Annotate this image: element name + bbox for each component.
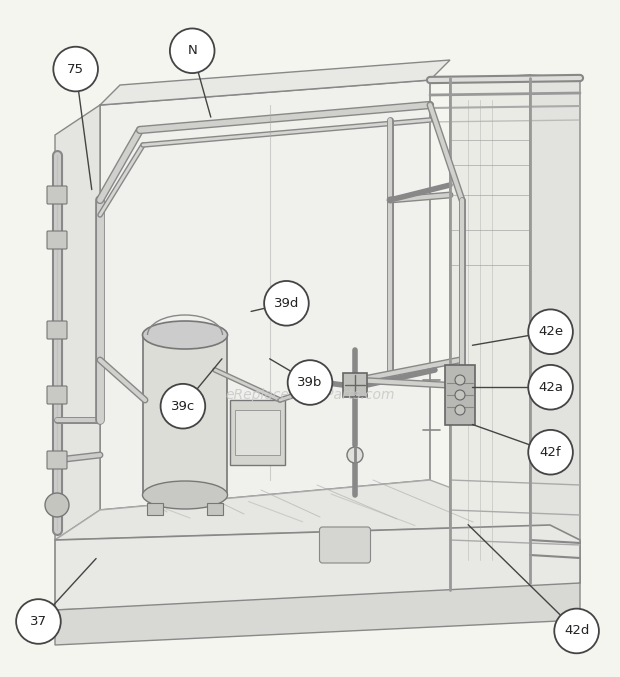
FancyBboxPatch shape: [47, 186, 67, 204]
FancyBboxPatch shape: [235, 410, 280, 455]
Text: 39d: 39d: [274, 297, 299, 310]
FancyBboxPatch shape: [319, 527, 371, 563]
Circle shape: [455, 375, 465, 385]
Circle shape: [161, 384, 205, 429]
Polygon shape: [55, 105, 100, 540]
Circle shape: [528, 365, 573, 410]
Text: 42d: 42d: [564, 624, 589, 638]
FancyBboxPatch shape: [207, 503, 223, 515]
Circle shape: [528, 309, 573, 354]
FancyBboxPatch shape: [445, 365, 475, 425]
FancyBboxPatch shape: [47, 386, 67, 404]
Circle shape: [264, 281, 309, 326]
Polygon shape: [530, 75, 580, 583]
Polygon shape: [55, 480, 550, 540]
Polygon shape: [100, 80, 430, 510]
Text: 37: 37: [30, 615, 47, 628]
FancyBboxPatch shape: [47, 231, 67, 249]
Circle shape: [528, 430, 573, 475]
Circle shape: [455, 405, 465, 415]
Text: 39b: 39b: [298, 376, 322, 389]
Polygon shape: [55, 525, 580, 610]
FancyBboxPatch shape: [47, 451, 67, 469]
Circle shape: [288, 360, 332, 405]
Circle shape: [53, 47, 98, 91]
Ellipse shape: [143, 481, 228, 509]
Circle shape: [554, 609, 599, 653]
Circle shape: [170, 28, 215, 73]
Polygon shape: [450, 75, 530, 590]
FancyBboxPatch shape: [230, 400, 285, 465]
Polygon shape: [55, 583, 580, 645]
Circle shape: [455, 390, 465, 400]
Text: 39c: 39c: [170, 399, 195, 413]
Polygon shape: [100, 60, 450, 105]
Ellipse shape: [143, 321, 228, 349]
Text: 42a: 42a: [538, 380, 563, 394]
Text: 42e: 42e: [538, 325, 563, 338]
FancyBboxPatch shape: [147, 503, 163, 515]
Circle shape: [16, 599, 61, 644]
Text: N: N: [187, 44, 197, 58]
Text: 75: 75: [67, 62, 84, 76]
Text: eReplacementParts.com: eReplacementParts.com: [225, 388, 395, 402]
Circle shape: [347, 447, 363, 463]
FancyBboxPatch shape: [343, 373, 367, 397]
FancyBboxPatch shape: [47, 321, 67, 339]
Circle shape: [45, 493, 69, 517]
Polygon shape: [143, 335, 227, 495]
Text: 42f: 42f: [540, 445, 561, 459]
